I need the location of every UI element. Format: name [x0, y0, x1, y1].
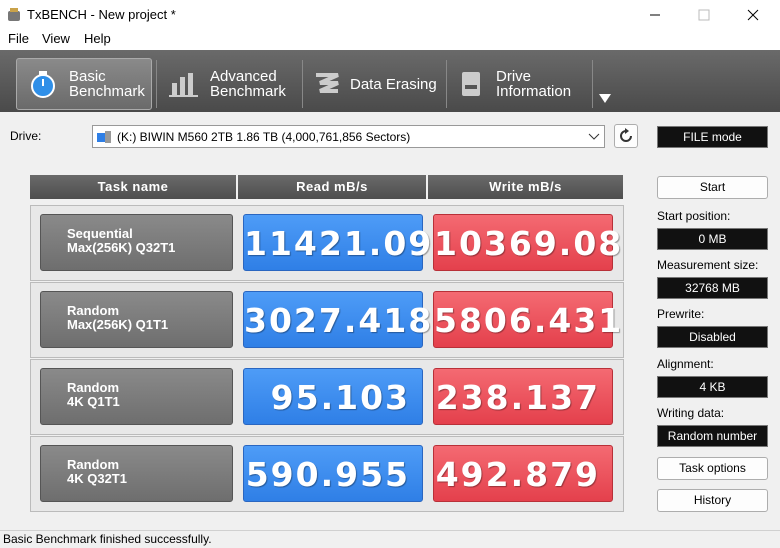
tab-label: Advanced [210, 68, 277, 85]
menu-item[interactable]: Help [84, 31, 111, 46]
task-name-line: Random [67, 457, 119, 472]
field-label: Alignment: [657, 356, 714, 371]
field-value: 32768 MB [657, 277, 768, 300]
column-header: Write mB/s [428, 175, 623, 199]
field-label: Prewrite: [657, 307, 705, 322]
field-value: 4 KB [657, 375, 768, 398]
menu-item[interactable]: View [42, 31, 70, 46]
task-name-line: 4K Q1T1 [67, 394, 120, 409]
read-speed: 590.955 [243, 445, 423, 502]
read-speed: 11421.09 [243, 214, 431, 271]
window-title: TxBENCH - New project * [27, 7, 176, 22]
menu-bar [0, 29, 780, 50]
task-name-line: Max(256K) Q1T1 [67, 317, 169, 332]
mode-indicator: FILE mode [657, 126, 768, 148]
write-speed: 492.879 [433, 445, 613, 502]
history-button[interactable]: History [657, 489, 768, 512]
menu-item[interactable]: File [8, 31, 29, 46]
field-value: Random number [657, 424, 768, 447]
field-label: Start position: [657, 209, 731, 223]
write-speed: 10369.08 [433, 214, 621, 271]
app-icon [8, 8, 20, 21]
status-bar: Basic Benchmark finished successfully. [0, 530, 780, 548]
task-name: Sequential Max(256K) Q32T1 [40, 214, 233, 271]
tab[interactable]: Basic Benchmark [16, 58, 152, 110]
field-value: Disabled [657, 326, 768, 349]
read-speed: 95.103 [243, 368, 423, 425]
start-button[interactable]: Start [657, 176, 768, 199]
task-name-line: Random [67, 303, 119, 318]
task-name-line: Max(256K) Q32T1 [67, 240, 176, 255]
tab-label: Information [496, 83, 572, 100]
column-header: Task name [30, 175, 236, 199]
write-speed: 5806.431 [433, 291, 621, 348]
field-label: Measurement size: [657, 258, 759, 273]
task-name: Random 4K Q1T1 [40, 368, 233, 425]
column-header: Read mB/s [238, 175, 426, 199]
task-name-line: Sequential [67, 226, 133, 241]
tab-label: Drive [496, 68, 532, 85]
window-controls[interactable] [640, 6, 770, 24]
field-value: 0 MB [657, 228, 768, 250]
tab[interactable]: Advanced Benchmark [160, 58, 300, 110]
task-options-button[interactable]: Task options [657, 457, 768, 480]
field-label: Writing data: [657, 405, 725, 420]
tab-label: Benchmark [210, 83, 286, 100]
task-name: Random 4K Q32T1 [40, 445, 233, 502]
tab-label: Data Erasing [350, 75, 437, 93]
drive-value: (K:) BIWIN M560 2TB 1.86 TB (4,000,761,8… [117, 130, 411, 144]
task-name: Random Max(256K) Q1T1 [40, 291, 233, 348]
task-name-line: Random [67, 380, 119, 395]
tab-label: Basic [69, 68, 106, 85]
task-name-line: 4K Q32T1 [67, 471, 127, 486]
read-speed: 3027.418 [243, 291, 431, 348]
drive-label: Drive: [10, 129, 42, 143]
write-speed: 238.137 [433, 368, 613, 425]
tab-label: Benchmark [69, 83, 145, 100]
toolbar-dropdown[interactable] [598, 92, 612, 104]
tab[interactable]: Drive Information [450, 58, 590, 110]
drive-select[interactable]: (K:) BIWIN M560 2TB 1.86 TB (4,000,761,8… [92, 125, 605, 148]
tab[interactable]: Data Erasing [306, 58, 442, 110]
refresh-button[interactable] [614, 124, 638, 148]
